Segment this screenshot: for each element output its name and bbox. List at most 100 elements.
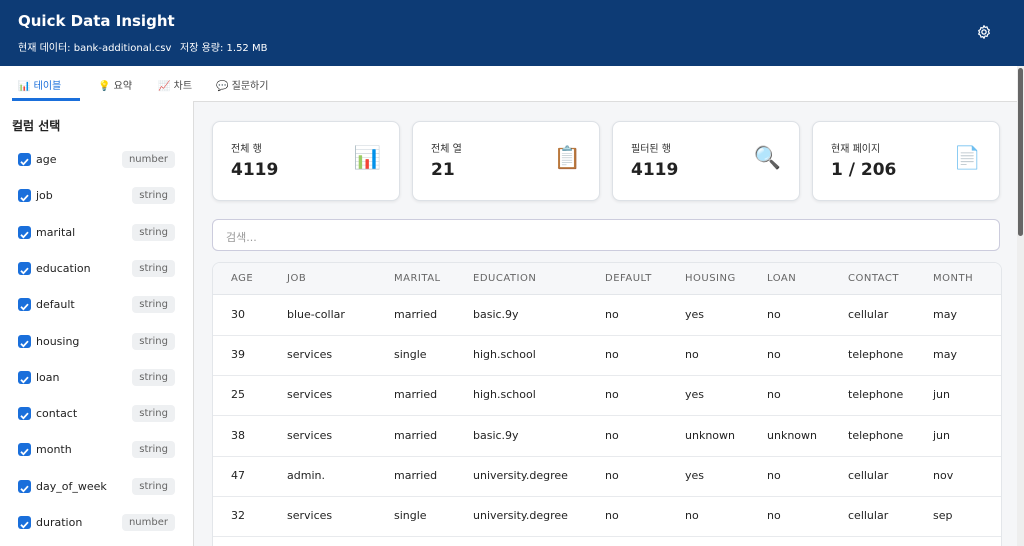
- column-option[interactable]: education string: [0, 257, 193, 281]
- table-cell: jun: [933, 388, 950, 402]
- stat-card: 현재 페이지 1 / 206 📄: [812, 121, 1000, 201]
- checkbox[interactable]: [18, 189, 31, 203]
- column-header[interactable]: LOAN: [767, 273, 797, 284]
- checkbox[interactable]: [18, 407, 31, 421]
- scrollbar[interactable]: [1017, 66, 1024, 546]
- column-header[interactable]: MONTH: [933, 273, 974, 284]
- checkbox[interactable]: [18, 516, 31, 529]
- column-option[interactable]: contact string: [0, 402, 193, 426]
- table-cell: unknown: [767, 428, 817, 442]
- tab[interactable]: 📊 테이블: [18, 81, 62, 92]
- stat-label: 현재 페이지: [831, 144, 881, 155]
- checkbox[interactable]: [18, 443, 31, 457]
- checkbox[interactable]: [18, 334, 31, 348]
- table-cell: no: [767, 388, 781, 402]
- table-row[interactable]: 30 blue-collar married basic.9y no yes no cellu…: [213, 295, 1001, 336]
- subtitle-size: 저장 용량: 1.52 MB: [180, 43, 268, 54]
- type-badge: string: [132, 187, 175, 205]
- column-option[interactable]: age number: [0, 148, 193, 172]
- checkbox[interactable]: [18, 225, 31, 239]
- table-cell: telephone: [848, 348, 904, 362]
- column-header[interactable]: CONTACT: [848, 273, 899, 284]
- table-cell: no: [767, 308, 781, 321]
- column-option[interactable]: duration number: [0, 511, 193, 535]
- table-row[interactable]: 25 services married high.school no yes no telep…: [213, 375, 1001, 417]
- table-cell: telephone: [848, 388, 904, 402]
- table-cell: married: [394, 468, 438, 482]
- table-cell: single: [394, 348, 427, 362]
- stat-value: 4119: [631, 160, 679, 180]
- type-badge: string: [132, 405, 175, 423]
- table-cell: no: [767, 348, 781, 362]
- stat-card: 전체 행 4119 📊: [212, 121, 400, 201]
- column-name: job: [36, 189, 53, 203]
- table-cell: cellular: [848, 308, 889, 321]
- table-row[interactable]: 32 services single university.degree no no no c…: [213, 496, 1001, 537]
- app-header: Quick Data Insight 현재 데이터: bank-addition…: [0, 0, 1024, 66]
- checkbox[interactable]: [18, 370, 31, 384]
- table-cell: 39: [231, 348, 245, 362]
- column-name: duration: [36, 516, 83, 529]
- table-cell: cellular: [848, 468, 889, 482]
- column-name: contact: [36, 407, 78, 421]
- data-table: AGE JOB MARITAL EDUCATION DEFAULT HOUSING LOAN…: [212, 262, 1002, 546]
- stat-value: 1 / 206: [831, 160, 897, 180]
- column-header[interactable]: AGE: [231, 273, 254, 284]
- column-option[interactable]: month string: [0, 438, 193, 462]
- settings-button[interactable]: [976, 24, 992, 40]
- column-header[interactable]: MARITAL: [394, 273, 441, 284]
- column-name: age: [36, 153, 57, 166]
- column-option[interactable]: job string: [0, 184, 193, 208]
- column-name: default: [36, 298, 75, 312]
- checkbox[interactable]: [18, 153, 31, 166]
- table-cell: no: [605, 468, 619, 482]
- type-badge: string: [132, 368, 175, 386]
- column-header[interactable]: EDUCATION: [473, 273, 537, 284]
- table-cell: unknown: [685, 428, 735, 442]
- stat-icon: 📋: [553, 146, 581, 171]
- column-header[interactable]: DEFAULT: [605, 273, 652, 284]
- tab[interactable]: 💡 요약: [98, 81, 133, 92]
- checkbox[interactable]: [18, 479, 31, 493]
- search-input[interactable]: 검색...: [212, 219, 1000, 251]
- table-cell: 32: [231, 509, 245, 522]
- tab[interactable]: 💬 질문하기: [216, 81, 269, 92]
- table-cell: admin.: [287, 468, 325, 482]
- checkbox[interactable]: [18, 298, 31, 312]
- column-name: education: [36, 261, 91, 275]
- table-cell: services: [287, 388, 333, 402]
- stat-icon: 📄: [953, 146, 981, 171]
- table-cell: high.school: [473, 348, 536, 362]
- column-header[interactable]: JOB: [287, 273, 307, 284]
- column-option[interactable]: loan string: [0, 366, 193, 390]
- table-cell: married: [394, 428, 438, 442]
- table-cell: university.degree: [473, 509, 568, 522]
- stat-card: 전체 열 21 📋: [412, 121, 600, 201]
- tab[interactable]: 📈 차트: [158, 81, 193, 92]
- table-cell: 38: [231, 428, 245, 442]
- scrollbar-thumb[interactable]: [1018, 68, 1023, 236]
- table-cell: sep: [933, 509, 953, 522]
- table-cell: yes: [685, 308, 705, 321]
- column-header[interactable]: HOUSING: [685, 273, 736, 284]
- column-option[interactable]: housing string: [0, 330, 193, 354]
- table-cell: 25: [231, 388, 245, 402]
- table-cell: married: [394, 388, 438, 402]
- table-row[interactable]: 39 services single high.school no no no telepho…: [213, 335, 1001, 377]
- checkbox[interactable]: [18, 261, 31, 275]
- stat-value: 4119: [231, 160, 279, 180]
- table-cell: services: [287, 428, 333, 442]
- column-option[interactable]: marital string: [0, 221, 193, 245]
- column-option[interactable]: day_of_week string: [0, 475, 193, 499]
- table-cell: no: [605, 388, 619, 402]
- table-cell: yes: [685, 388, 705, 402]
- table-cell: no: [767, 509, 781, 522]
- table-row[interactable]: 38 services married basic.9y no unknown unknow…: [213, 416, 1001, 457]
- type-badge: string: [132, 259, 175, 277]
- table-cell: basic.9y: [473, 308, 519, 321]
- table-cell: university.degree: [473, 468, 568, 482]
- table-cell: no: [605, 509, 619, 522]
- table-row[interactable]: 47 admin. married university.degree no yes no c…: [213, 456, 1001, 497]
- column-option[interactable]: default string: [0, 293, 193, 317]
